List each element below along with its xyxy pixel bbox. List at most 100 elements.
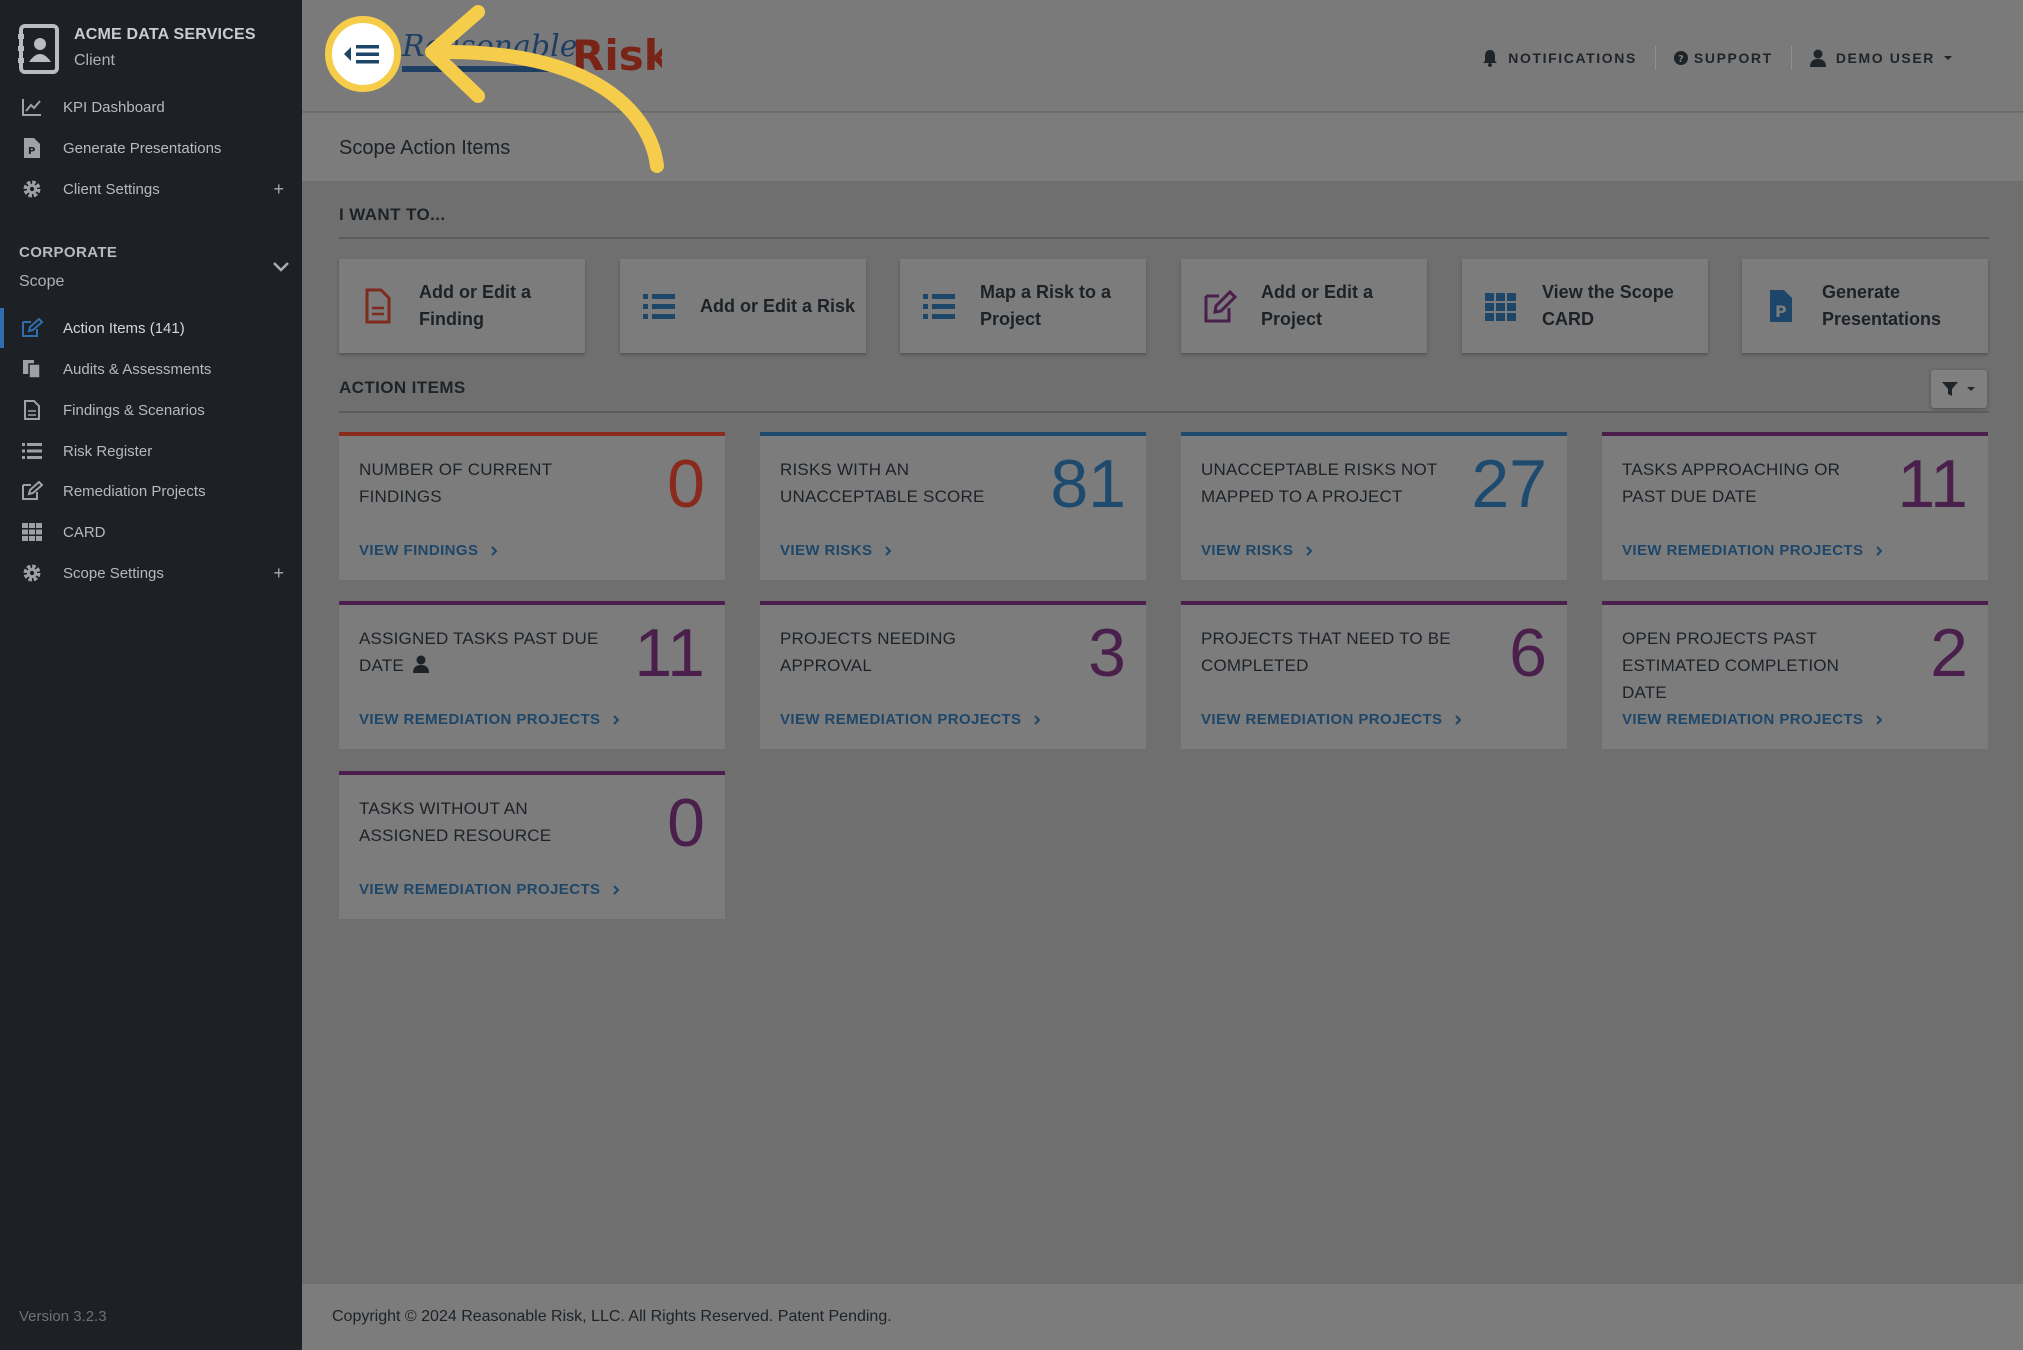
action-item-card: TASKS APPROACHING OR PAST DUE DATE 11 VIEW… — [1602, 432, 1988, 580]
quick-action-label: View the Scope CARD — [1542, 282, 1674, 329]
chevron-right-icon — [1455, 714, 1462, 725]
card-description-text: ASSIGNED TASKS PAST DUE DATE — [359, 629, 599, 675]
sidebar-item-label: Remediation Projects — [63, 482, 206, 500]
user-menu[interactable]: DEMO USER — [1792, 49, 1971, 67]
client-switcher[interactable]: ACME DATA SERVICES Client — [18, 22, 256, 74]
add-edit-finding-button[interactable]: Add or Edit a Finding — [339, 259, 585, 353]
sidebar-item-label: Findings & Scenarios — [63, 401, 205, 419]
action-item-card: PROJECTS NEEDING APPROVAL 3 VIEW REMEDIATI… — [760, 601, 1146, 749]
card-count: 27 — [1471, 446, 1547, 522]
chevron-right-icon — [491, 545, 498, 556]
card-count: 11 — [1897, 446, 1968, 522]
sidebar-item-generate-presentations[interactable]: P Generate Presentations — [0, 128, 302, 168]
sidebar-item-kpi-dashboard[interactable]: KPI Dashboard — [0, 87, 302, 127]
sidebar-item-card[interactable]: CARD — [0, 512, 302, 552]
card-accent-bar — [760, 432, 1146, 436]
support-link[interactable]: ? SUPPORT — [1656, 50, 1791, 66]
edit-icon — [1204, 289, 1237, 323]
quick-action-label: Add or Edit a Project — [1261, 282, 1373, 329]
card-accent-bar — [1602, 432, 1988, 436]
action-item-card: OPEN PROJECTS PAST ESTIMATED COMPLETION … — [1602, 601, 1988, 749]
svg-text:Reasonable: Reasonable — [401, 29, 577, 64]
divider — [339, 411, 1989, 413]
card-view-link[interactable]: VIEW REMEDIATION PROJECTS — [780, 711, 1041, 728]
svg-text:Risk: Risk — [572, 31, 662, 80]
support-label: SUPPORT — [1693, 50, 1773, 66]
quick-action-label: Add or Edit a Finding — [419, 282, 531, 329]
card-count: 0 — [667, 446, 705, 522]
user-icon — [1809, 49, 1826, 67]
card-accent-bar — [339, 601, 725, 605]
list-icon — [923, 294, 955, 319]
add-edit-project-button[interactable]: Add or Edit a Project — [1181, 259, 1427, 353]
chevron-down-icon[interactable] — [272, 260, 290, 274]
header-divider — [1654, 46, 1656, 70]
header-divider — [1790, 46, 1792, 70]
reasonable-risk-logo[interactable]: Reasonable Risk — [362, 26, 662, 86]
card-description: TASKS WITHOUT AN ASSIGNED RESOURCE — [359, 795, 609, 849]
file-icon — [21, 399, 43, 421]
chevron-right-icon — [613, 884, 620, 895]
filter-dropdown-button[interactable] — [1931, 370, 1987, 408]
action-items-heading: ACTION ITEMS — [339, 378, 466, 397]
edit-icon — [21, 317, 43, 339]
chevron-right-icon — [885, 545, 892, 556]
presentation-file-icon: P — [21, 137, 43, 159]
quick-action-label: Generate Presentations — [1822, 282, 1942, 329]
card-accent-bar — [1181, 432, 1567, 436]
card-view-link[interactable]: VIEW FINDINGS — [359, 542, 498, 559]
footer: Copyright © 2024 Reasonable Risk, LLC. A… — [302, 1284, 2023, 1350]
sidebar-item-audits-assessments[interactable]: Audits & Assessments — [0, 349, 302, 389]
card-view-link[interactable]: VIEW REMEDIATION PROJECTS — [1622, 711, 1883, 728]
card-view-link[interactable]: VIEW REMEDIATION PROJECTS — [1622, 542, 1883, 559]
card-view-link[interactable]: VIEW RISKS — [780, 542, 892, 559]
sidebar-item-risk-register[interactable]: Risk Register — [0, 431, 302, 471]
action-item-card: PROJECTS THAT NEED TO BE COMPLETED 6 VIEW … — [1181, 601, 1567, 749]
card-description: UNACCEPTABLE RISKS NOT MAPPED TO A PROJE… — [1201, 456, 1451, 510]
card-description-text: UNACCEPTABLE RISKS NOT MAPPED TO A PROJE… — [1201, 460, 1438, 506]
caret-down-icon — [1967, 387, 1975, 391]
action-item-card: RISKS WITH AN UNACCEPTABLE SCORE 81 VIEW R… — [760, 432, 1146, 580]
card-description: PROJECTS NEEDING APPROVAL — [780, 625, 1030, 679]
map-risk-to-project-button[interactable]: Map a Risk to a Project — [900, 259, 1146, 353]
view-scope-card-button[interactable]: View the Scope CARD — [1462, 259, 1708, 353]
sidebar-item-remediation-projects[interactable]: Remediation Projects — [0, 471, 302, 511]
sidebar-item-scope-settings[interactable]: Scope Settings + — [0, 553, 302, 593]
bell-icon — [1483, 50, 1498, 67]
svg-text:P: P — [1775, 302, 1787, 321]
card-link-label: VIEW REMEDIATION PROJECTS — [359, 711, 601, 728]
card-description: TASKS APPROACHING OR PAST DUE DATE — [1622, 456, 1872, 510]
section-subtitle: Scope — [19, 273, 65, 290]
sidebar-toggle-button[interactable] — [325, 16, 401, 92]
card-link-label: VIEW FINDINGS — [359, 542, 479, 559]
i-want-to-heading: I WANT TO... — [339, 205, 446, 224]
divider — [339, 237, 1989, 239]
expand-icon[interactable]: + — [273, 178, 284, 199]
notifications-label: NOTIFICATIONS — [1508, 50, 1637, 66]
sidebar-item-client-settings[interactable]: Client Settings + — [0, 169, 302, 209]
card-count: 81 — [1050, 446, 1126, 522]
sidebar-item-label: Audits & Assessments — [63, 360, 212, 378]
sidebar-item-action-items[interactable]: Action Items (141) — [0, 308, 302, 348]
card-description: RISKS WITH AN UNACCEPTABLE SCORE — [780, 456, 1030, 510]
edit-icon — [21, 480, 43, 502]
card-count: 6 — [1509, 615, 1547, 691]
card-view-link[interactable]: VIEW REMEDIATION PROJECTS — [359, 881, 620, 898]
list-icon — [21, 440, 43, 462]
expand-icon[interactable]: + — [273, 562, 284, 583]
notifications-link[interactable]: NOTIFICATIONS — [1464, 49, 1655, 67]
generate-presentations-button[interactable]: P Generate Presentations — [1742, 259, 1988, 353]
card-view-link[interactable]: VIEW REMEDIATION PROJECTS — [359, 711, 620, 728]
card-accent-bar — [339, 771, 725, 775]
user-icon — [412, 655, 429, 673]
add-edit-risk-button[interactable]: Add or Edit a Risk — [620, 259, 866, 353]
card-view-link[interactable]: VIEW RISKS — [1201, 542, 1313, 559]
card-view-link[interactable]: VIEW REMEDIATION PROJECTS — [1201, 711, 1462, 728]
sidebar-item-findings-scenarios[interactable]: Findings & Scenarios — [0, 390, 302, 430]
card-link-label: VIEW REMEDIATION PROJECTS — [780, 711, 1022, 728]
question-circle-icon: ? — [1673, 51, 1688, 65]
svg-text:?: ? — [1678, 54, 1685, 65]
card-description-text: NUMBER OF CURRENT FINDINGS — [359, 460, 552, 506]
card-description-text: RISKS WITH AN UNACCEPTABLE SCORE — [780, 460, 985, 506]
card-description: NUMBER OF CURRENT FINDINGS — [359, 456, 609, 510]
